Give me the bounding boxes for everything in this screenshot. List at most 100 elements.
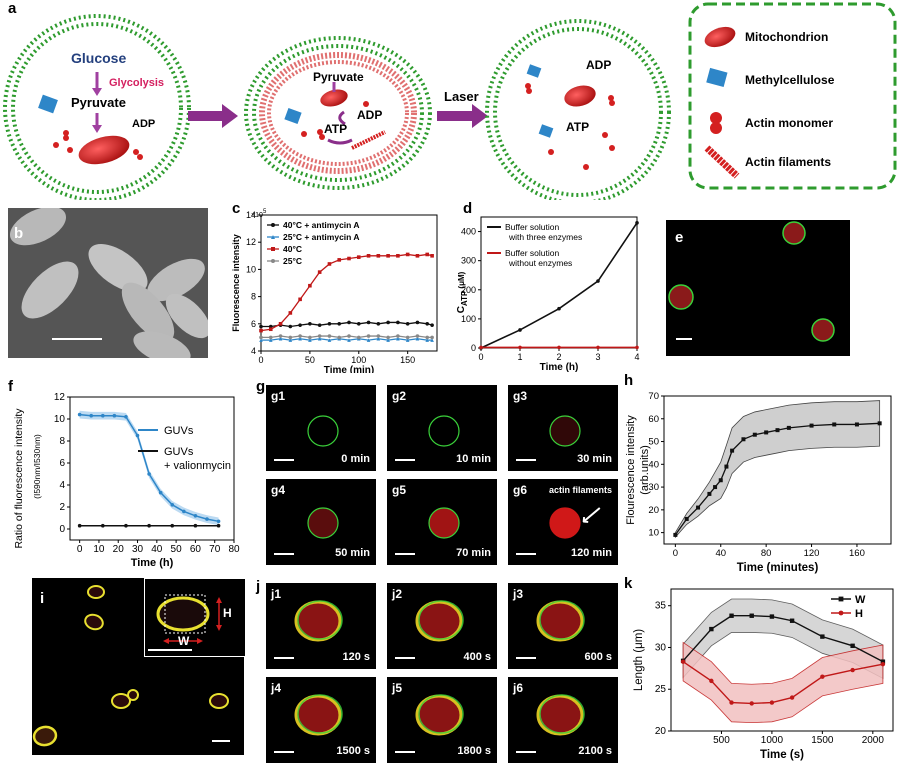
data-point [820, 674, 825, 679]
data-point [430, 338, 434, 342]
panel-label-e: e [675, 229, 684, 246]
data-point [89, 413, 94, 418]
data-point [405, 338, 410, 342]
data-point [278, 336, 283, 341]
y-tick-label: 4 [59, 480, 65, 491]
data-point [101, 413, 105, 418]
data-point [317, 323, 322, 327]
y-axis-label-c: C [456, 306, 467, 313]
chart-c: 0 50 100 150 4 6 8 10 12 14 Time (min) Fluorescence… [231, 209, 438, 373]
x-tick-label: 3 [595, 352, 600, 362]
y-tick-label: 10 [54, 414, 66, 425]
data-point [396, 254, 400, 258]
micro-tile-time: 2100 s [578, 745, 612, 757]
adp-label-2: ADP [357, 108, 383, 122]
y-axis-label: CATP (μM) [456, 271, 469, 313]
legend-marker [271, 223, 275, 227]
micro-tile-j3: j3 600 s [508, 583, 618, 669]
legend-label: 40°C [283, 244, 302, 254]
x-tick-label: 500 [713, 735, 730, 746]
data-point [415, 336, 420, 341]
legend-marker [838, 596, 844, 602]
x-tick-label: 0 [77, 544, 83, 555]
x-axis-label: Time (h) [131, 557, 174, 569]
data-point [124, 415, 128, 419]
x-tick-label: 1500 [811, 735, 834, 746]
data-point [317, 270, 322, 274]
data-point [752, 432, 757, 437]
data-point [386, 254, 390, 258]
y-axis-label-group: CATP (μM) [456, 271, 469, 313]
micro-tile-label: g1 [271, 389, 286, 403]
micro-tile-j4: j4 1500 s [266, 677, 376, 763]
data-point [205, 517, 209, 521]
data-point [308, 283, 312, 288]
data-point [557, 306, 561, 311]
data-point [259, 338, 263, 342]
data-point [259, 335, 263, 340]
micro-tile-time: 400 s [463, 651, 491, 663]
data-point [680, 659, 686, 664]
data-point [850, 643, 855, 648]
legend-marker [271, 235, 275, 239]
atp-label-3: ATP [566, 120, 590, 134]
legend-label: H [855, 608, 863, 620]
panel-label-j: j [256, 578, 261, 595]
scale-bar [516, 553, 536, 555]
micro-tile-time: 30 min [577, 453, 612, 465]
data-point [430, 323, 434, 327]
x-tick-label: 1000 [761, 735, 784, 746]
data-point [288, 311, 293, 315]
panel-label-f: f [8, 378, 13, 395]
data-point [182, 509, 186, 514]
panel-label-i: i [40, 590, 45, 607]
micro-tile-time: 70 min [456, 547, 491, 559]
data-point [880, 659, 886, 664]
x-tick-label: 2000 [862, 735, 885, 746]
data-point [749, 701, 754, 706]
data-point [259, 328, 263, 333]
data-point [405, 322, 410, 326]
data-point [308, 335, 312, 340]
data-point [425, 335, 430, 340]
data-point [347, 256, 351, 261]
y-tick-label: 2 [59, 502, 65, 513]
laser-label: Laser [444, 89, 479, 104]
legend-label: W [855, 594, 866, 606]
data-point [147, 523, 151, 528]
x-axis-label: Time (h) [540, 362, 579, 373]
x-tick-label: 0 [673, 548, 678, 559]
y-tick-label: 14 [246, 210, 256, 220]
x-tick-label: 1 [517, 352, 522, 362]
y-tick-label: 20 [655, 726, 667, 737]
y-tick-label: 60 [648, 414, 659, 425]
data-point [268, 327, 273, 332]
data-point [337, 335, 342, 340]
data-point [880, 661, 886, 667]
glycolysis-label: Glycolysis [109, 77, 165, 89]
data-point [298, 334, 302, 338]
micro-tile-time: 600 s [584, 651, 612, 663]
chart-k: 500 1000 1500 2000 20 25 30 35 Time (s) Length (μ… [633, 588, 894, 761]
data-point [216, 523, 221, 528]
y-axis-label-unit: (μM) [457, 271, 466, 290]
scale-bar [516, 459, 536, 461]
data-point [347, 338, 351, 342]
y-tick-label: 6 [59, 458, 65, 469]
y-tick-label: 4 [251, 346, 256, 356]
legend-label-2: + valionmycin [164, 460, 231, 472]
data-point [877, 421, 882, 426]
y-axis-label-2: (I590nm/I530nm) [32, 434, 42, 499]
chart-f: 0 10 20 30 40 50 60 70 80 0 2 4 6 8 10 12 Time (h) Ratio … [13, 392, 240, 569]
y-tick-label: 35 [655, 601, 667, 612]
data-point [741, 437, 746, 442]
legend-label-2: without enzymes [508, 258, 572, 268]
x-tick-label: 20 [113, 544, 125, 555]
data-point [366, 334, 371, 338]
x-axis-label: Time (s) [760, 749, 804, 761]
panel-label-b: b [14, 225, 24, 242]
y-tick-label: 6 [251, 319, 256, 329]
micro-tile-label: j5 [392, 681, 403, 695]
data-point [376, 322, 381, 326]
y-tick-label: 10 [246, 264, 256, 274]
